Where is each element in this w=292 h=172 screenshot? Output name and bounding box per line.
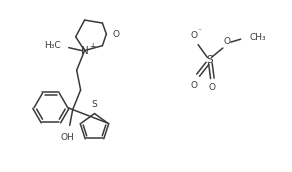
Text: O: O (209, 83, 216, 92)
Text: S: S (92, 100, 97, 109)
Text: H₃C: H₃C (44, 41, 61, 50)
Text: O: O (191, 80, 198, 89)
Text: OH: OH (61, 133, 75, 142)
Text: O: O (223, 37, 230, 46)
Text: CH₃: CH₃ (250, 33, 266, 42)
Text: N: N (81, 46, 88, 56)
Text: +: + (89, 42, 95, 51)
Text: O: O (112, 30, 119, 39)
Text: O: O (191, 31, 198, 40)
Text: S: S (206, 55, 213, 65)
Text: ⁻: ⁻ (198, 26, 201, 35)
